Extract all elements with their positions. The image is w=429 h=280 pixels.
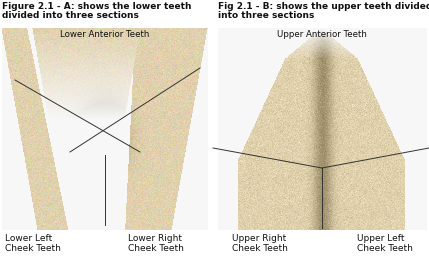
Text: Fig 2.1 - B: shows the upper teeth divided: Fig 2.1 - B: shows the upper teeth divid… <box>218 2 429 11</box>
Text: Upper Right
Cheek Teeth: Upper Right Cheek Teeth <box>232 234 288 253</box>
Text: Lower Right
Cheek Teeth: Lower Right Cheek Teeth <box>128 234 184 253</box>
Text: Lower Anterior Teeth: Lower Anterior Teeth <box>60 30 150 39</box>
Text: Figure 2.1 - A: shows the lower teeth: Figure 2.1 - A: shows the lower teeth <box>2 2 191 11</box>
Text: Upper Anterior Teeth: Upper Anterior Teeth <box>277 30 367 39</box>
Text: divided into three sections: divided into three sections <box>2 11 139 20</box>
Text: Upper Left
Cheek Teeth: Upper Left Cheek Teeth <box>357 234 413 253</box>
Text: Lower Left
Cheek Teeth: Lower Left Cheek Teeth <box>5 234 61 253</box>
Text: into three sections: into three sections <box>218 11 314 20</box>
